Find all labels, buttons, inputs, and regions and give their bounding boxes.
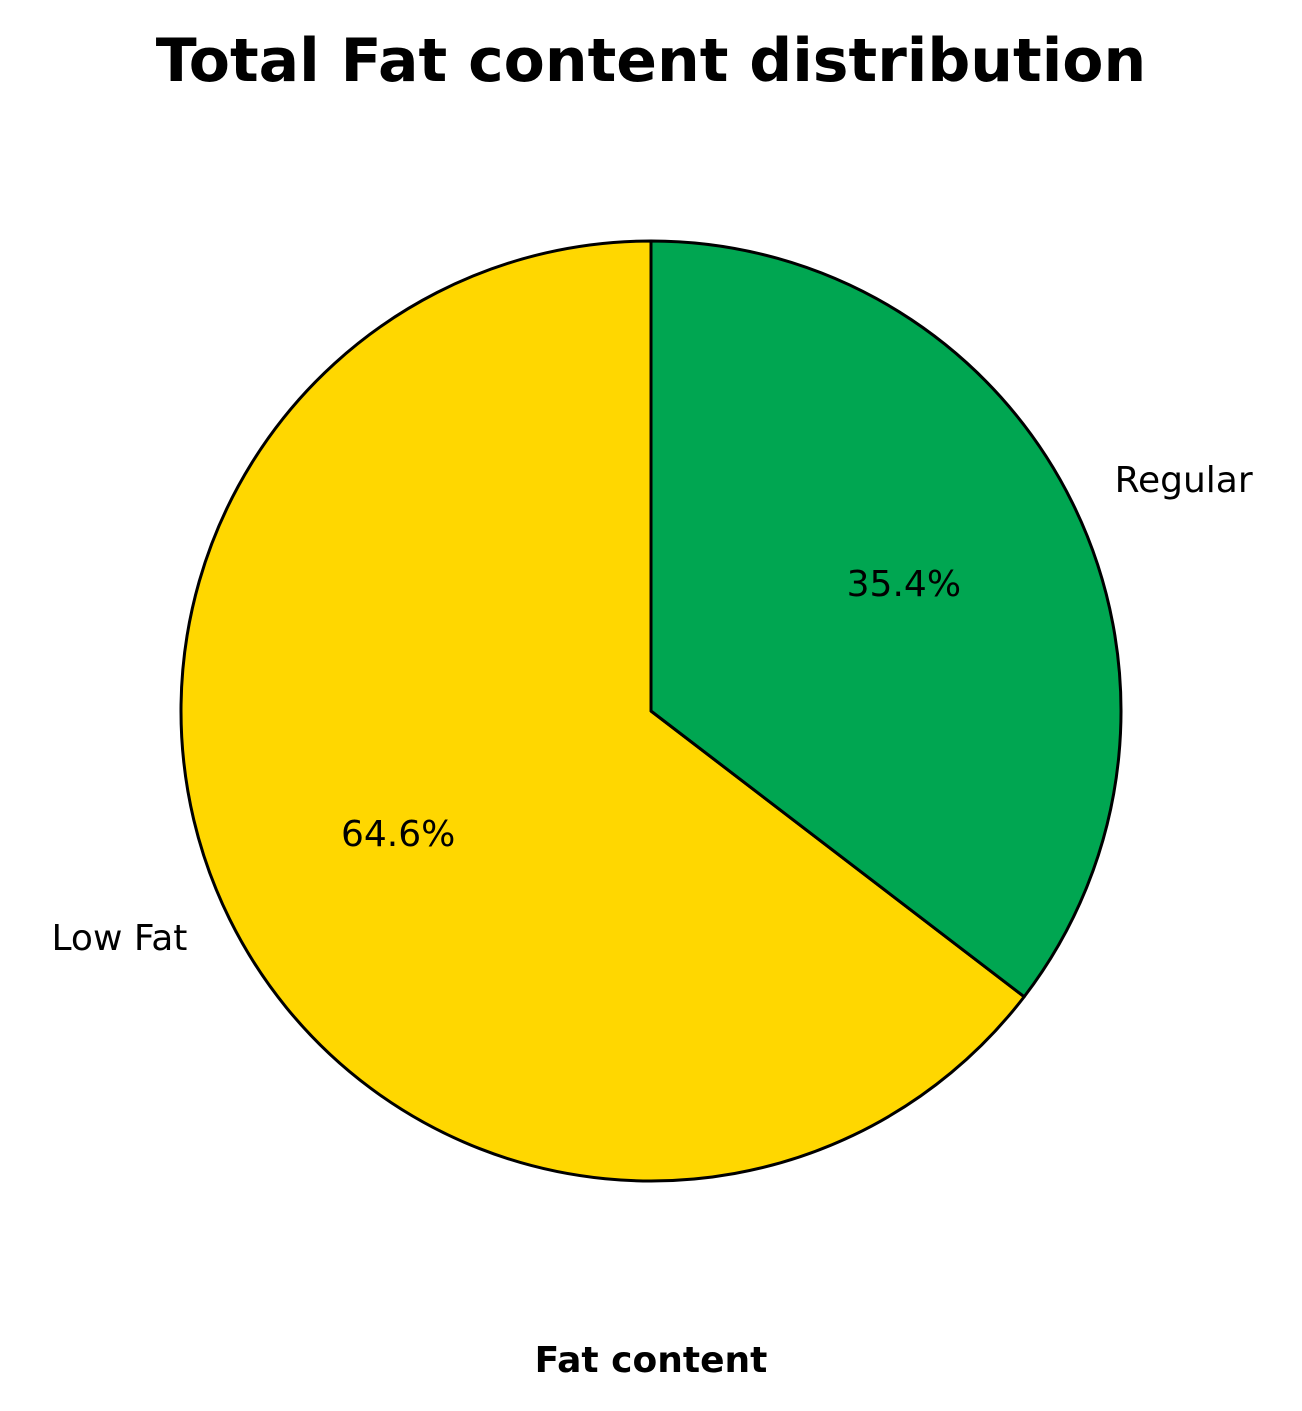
x-axis-label: Fat content [535,1340,768,1381]
pie-slice-labels: Low Fat Regular [52,460,1253,959]
pie-slice-low-fat [179,239,1026,1183]
slice-label-regular: Regular [1115,460,1253,501]
slice-label-low-fat: Low Fat [52,918,188,959]
pie-slices [179,239,1123,1183]
chart-title: Total Fat content distribution [156,26,1146,96]
percent-label-regular: 35.4% [847,564,961,605]
percent-label-low-fat: 64.6% [341,814,455,855]
pie-slice-regular [649,239,1123,999]
pie-percent-labels: 64.6% 35.4% [341,564,961,855]
